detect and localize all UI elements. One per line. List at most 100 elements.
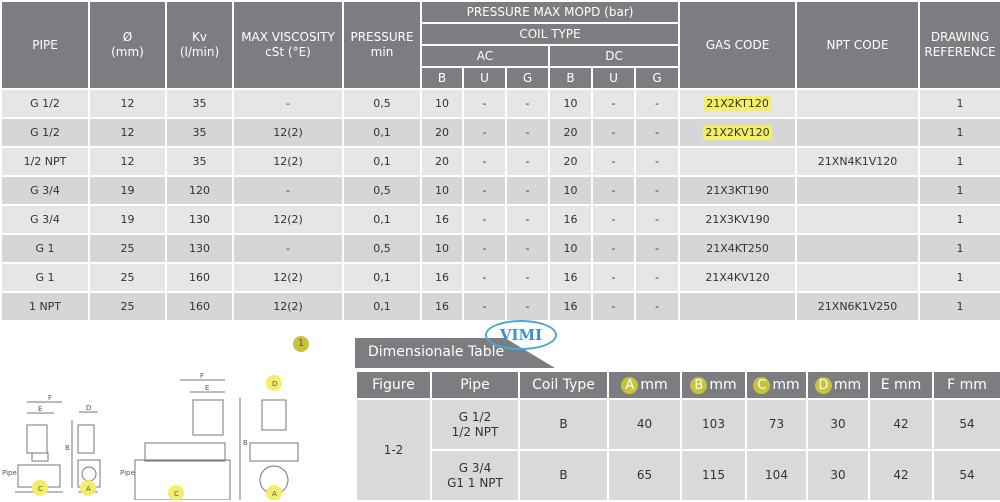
table-cell: 21XN6K1V250 bbox=[795, 291, 921, 322]
table-cell: 1 bbox=[918, 233, 1000, 264]
header-ac-u: U bbox=[462, 66, 507, 90]
header-dc: DC bbox=[547, 44, 681, 68]
table-cell: - bbox=[232, 88, 344, 119]
table-cell: - bbox=[505, 291, 550, 322]
cell-text: 16 bbox=[435, 213, 449, 226]
table-cell: - bbox=[505, 117, 550, 148]
cell-text: - bbox=[611, 155, 616, 168]
cell-text: - bbox=[482, 300, 487, 313]
cell-text: - bbox=[525, 300, 530, 313]
cell-text: - bbox=[482, 213, 487, 226]
table-row: 1 NPT 25 160 12(2) 0,1 16 - - 16 - - 21XN6K1V250 1 bbox=[0, 291, 1000, 322]
table-row: G 1 25 130 - 0,5 10 - - 10 - - 21X4KT250 1 bbox=[0, 233, 1000, 264]
table-cell: - bbox=[505, 262, 550, 293]
table-row: G 1/2 12 35 - 0,5 10 - - 10 - - 21X2KT120 1 bbox=[0, 88, 1000, 119]
cell-text: 0,1 bbox=[373, 271, 391, 284]
table-cell: 12 bbox=[88, 117, 167, 148]
table-cell: 10 bbox=[420, 233, 464, 264]
cell-text: 10 bbox=[563, 97, 578, 110]
table-cell: 0,5 bbox=[342, 233, 422, 264]
cell-text: - bbox=[655, 126, 659, 139]
cell-text: 35 bbox=[192, 97, 207, 110]
cell-text: - bbox=[655, 213, 659, 226]
cell-text: 1 bbox=[956, 242, 964, 255]
table-cell: - bbox=[232, 175, 344, 206]
table-cell: 20 bbox=[548, 146, 593, 177]
dim-cell: 54 bbox=[932, 398, 1000, 451]
cell-text: 1/2 NPT bbox=[23, 155, 67, 168]
cell-text: G 1 bbox=[35, 271, 55, 284]
cell-text: - bbox=[525, 242, 530, 255]
table-cell bbox=[795, 204, 921, 235]
table-cell: 120 bbox=[165, 175, 234, 206]
cell-text: 12 bbox=[120, 97, 135, 110]
table-cell bbox=[795, 88, 921, 119]
table-cell: 0,1 bbox=[342, 262, 422, 293]
table-cell: 1 bbox=[918, 262, 1000, 293]
cell-text: 10 bbox=[563, 242, 578, 255]
dim-cell: 54 bbox=[932, 449, 1000, 502]
cell-text: 20 bbox=[563, 126, 578, 139]
table-cell: - bbox=[505, 146, 550, 177]
table-cell: 19 bbox=[88, 175, 167, 206]
table-cell: - bbox=[633, 291, 681, 322]
dim-header: Figure bbox=[355, 370, 432, 400]
table-cell: 160 bbox=[165, 262, 234, 293]
table-cell: - bbox=[633, 175, 681, 206]
unit: mm bbox=[709, 376, 737, 393]
cell-text: - bbox=[482, 242, 487, 255]
table-cell: 1 bbox=[918, 146, 1000, 177]
cell-text: 20 bbox=[435, 126, 449, 139]
dim-table-title: Dimensionale Table bbox=[368, 344, 505, 360]
table-cell: 12(2) bbox=[232, 146, 344, 177]
table-cell: - bbox=[462, 88, 507, 119]
dim-cell: 40 bbox=[607, 398, 682, 451]
dim-cell: 103 bbox=[680, 398, 747, 451]
table-cell: G 3/4 bbox=[0, 204, 90, 235]
table-cell: 130 bbox=[165, 204, 234, 235]
cell-text: - bbox=[611, 271, 616, 284]
cell-text: - bbox=[525, 155, 530, 168]
table-cell: - bbox=[462, 117, 507, 148]
table-cell: - bbox=[591, 88, 636, 119]
cell-text: 160 bbox=[189, 271, 210, 284]
table-cell: - bbox=[505, 204, 550, 235]
table-cell: - bbox=[591, 204, 636, 235]
cell-text: G 3/4 bbox=[30, 184, 60, 197]
table-cell: - bbox=[633, 88, 681, 119]
dimension-letter-badge: A bbox=[621, 376, 639, 394]
cell-text: 16 bbox=[563, 213, 578, 226]
cell-text: 12 bbox=[120, 155, 135, 168]
table-cell: G 1 bbox=[0, 233, 90, 264]
table-cell: 1 bbox=[918, 175, 1000, 206]
cell-text: 20 bbox=[563, 155, 578, 168]
dim-header: Coil Type bbox=[518, 370, 609, 400]
cell-text: 21XN6K1V250 bbox=[817, 300, 898, 313]
cell-text: 21X2KT120 bbox=[704, 96, 771, 111]
table-cell: G 1 bbox=[0, 262, 90, 293]
cell-text: 1 bbox=[956, 300, 964, 313]
valve-drawings: F E D B Pipe C A F E D B Pipe C A bbox=[2, 372, 299, 500]
cell-text: - bbox=[525, 126, 530, 139]
cell-text: 19 bbox=[120, 184, 135, 197]
table-cell: - bbox=[591, 233, 636, 264]
table-cell: 130 bbox=[165, 233, 234, 264]
table-cell: 0,1 bbox=[342, 117, 422, 148]
cell-text: - bbox=[655, 271, 659, 284]
unit: mm bbox=[833, 376, 862, 393]
table-cell: - bbox=[591, 117, 636, 148]
dim-cell: 1-2 bbox=[355, 398, 432, 502]
cell-text: - bbox=[525, 213, 530, 226]
cell-text: - bbox=[482, 271, 487, 284]
cell-text: 12(2) bbox=[273, 300, 303, 313]
header-dc-b: B bbox=[548, 66, 593, 90]
unit: mm bbox=[772, 376, 800, 393]
cell-text: 0,5 bbox=[373, 184, 391, 197]
table-cell: - bbox=[232, 233, 344, 264]
cell-text: - bbox=[655, 184, 659, 197]
dim-cell: 30 bbox=[806, 398, 870, 451]
